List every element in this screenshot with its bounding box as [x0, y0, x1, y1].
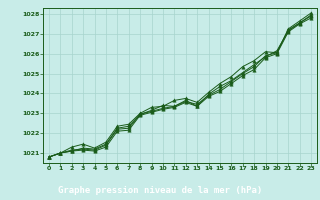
Text: Graphe pression niveau de la mer (hPa): Graphe pression niveau de la mer (hPa) — [58, 186, 262, 195]
